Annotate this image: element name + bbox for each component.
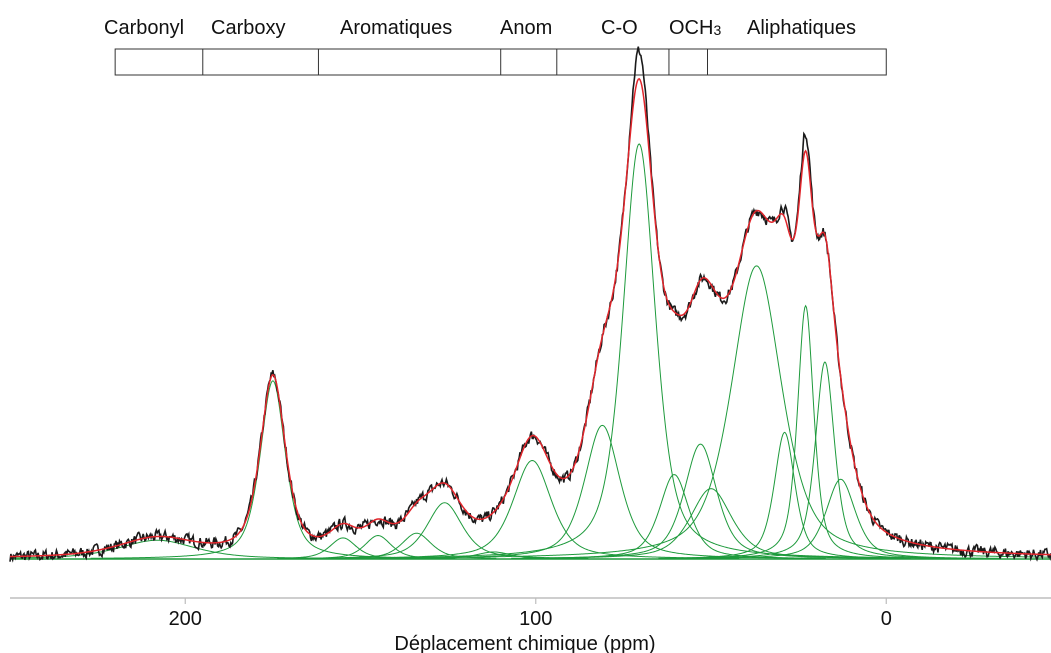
component-peak-1: [9, 539, 334, 559]
x-axis: 200 100 0 Déplacement chimique (ppm): [10, 597, 1051, 653]
component-peak-14: [286, 265, 1051, 559]
x-axis-title: Déplacement chimique (ppm): [394, 633, 655, 653]
component-peak-2: [90, 380, 456, 559]
component-peak-11: [526, 474, 822, 559]
component-peak-16: [664, 304, 947, 559]
component-peak-13: [522, 488, 900, 559]
deconvolution-components: [9, 143, 1051, 559]
region-label-och3-subscript: 3: [713, 22, 721, 38]
region-label-c-o: C-O: [601, 17, 638, 39]
component-peak-18: [697, 478, 984, 559]
fitted-spectrum-line: [9, 77, 1051, 558]
x-tick-label: 200: [169, 608, 202, 630]
region-boxes: [114, 48, 887, 76]
component-peak-6: [300, 502, 589, 559]
region-label-carbonyl: Carbonyl: [104, 17, 184, 39]
component-peak-15: [658, 431, 911, 559]
region-label-aromatiques: Aromatiques: [340, 17, 452, 39]
region-labels: Carbonyl Carboxy Aromatiques Anom C-O OC…: [104, 17, 856, 39]
experimental-spectrum-line: [9, 46, 1051, 563]
region-label-aliphatiques: Aliphatiques: [747, 17, 856, 39]
component-peak-8: [325, 460, 740, 559]
x-tick-label: 0: [881, 608, 892, 630]
component-peak-3: [278, 537, 408, 559]
region-label-och3: OCH3: [669, 17, 721, 39]
region-label-anom: Anom: [500, 17, 552, 39]
x-axis-ticks: 200 100 0: [169, 598, 892, 630]
component-peak-5: [336, 532, 497, 559]
component-peak-17: [678, 361, 972, 559]
region-label-och3-main: OCH: [669, 17, 713, 39]
region-bar: Carbonyl Carboxy Aromatiques Anom C-O OC…: [104, 17, 887, 76]
x-tick-label: 100: [519, 608, 552, 630]
region-label-carboxy: Carboxy: [211, 17, 285, 39]
component-peak-10: [277, 143, 1002, 559]
